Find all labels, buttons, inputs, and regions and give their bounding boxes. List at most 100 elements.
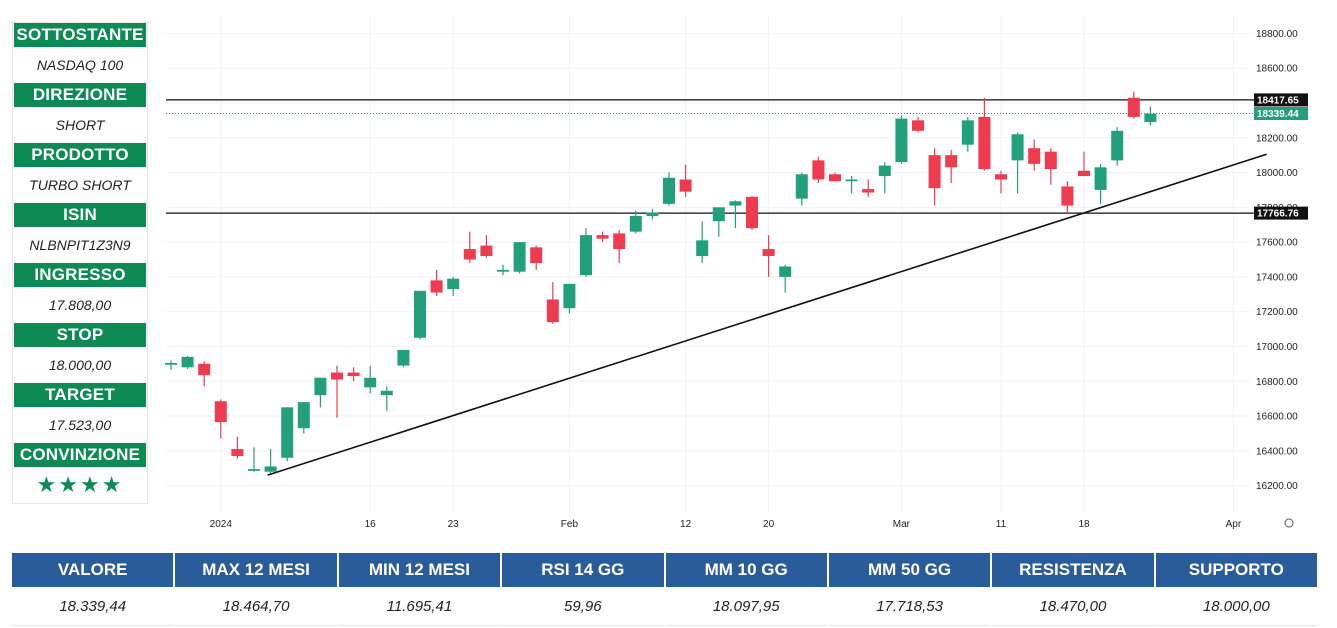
x-tick-label: Mar <box>893 519 911 530</box>
candle-body <box>712 207 725 222</box>
card-label: TARGET <box>14 383 146 407</box>
y-tick-label: 16600.00 <box>1256 412 1298 423</box>
y-tick-label: 18600.00 <box>1256 64 1298 75</box>
stats-value-cell: 18.097,95 <box>665 587 827 626</box>
candle-body <box>878 165 891 177</box>
candle-body <box>414 290 426 338</box>
candle-body <box>1127 97 1140 117</box>
y-tick-label: 17400.00 <box>1256 272 1298 283</box>
candle-body <box>1061 186 1074 206</box>
y-tick-label: 18000.00 <box>1256 168 1298 179</box>
x-tick-label: 2024 <box>210 519 233 530</box>
stats-value-cell: 59,96 <box>502 587 664 626</box>
candle-body <box>646 212 659 217</box>
candle-body <box>663 177 675 204</box>
candle-body <box>679 179 692 192</box>
x-tick-label: 20 <box>763 519 775 530</box>
support-label: 17766.76 <box>1257 209 1299 220</box>
candle-body <box>231 449 244 457</box>
card-label: PRODOTTO <box>14 143 146 167</box>
candle-body <box>945 155 958 168</box>
candle-body <box>1028 148 1041 164</box>
stats-value-row: 18.339,44 18.464,70 11.695,41 59,96 18.097,9… <box>12 587 1317 626</box>
candle-body <box>746 196 758 229</box>
card-value: 17.523,00 <box>48 417 112 433</box>
candle-body <box>978 116 991 170</box>
card-label: SOTTOSTANTE <box>14 23 146 47</box>
y-tick-label: 16800.00 <box>1256 377 1298 388</box>
candle-body <box>264 466 277 472</box>
stats-header-cell: MM 50 GG <box>828 553 991 587</box>
candle-body <box>331 372 343 380</box>
candle-body <box>480 245 493 257</box>
card-label: ISIN <box>14 203 146 227</box>
card-label: DIREZIONE <box>14 83 146 107</box>
stats-header-cell: MAX 12 MESI <box>175 553 337 587</box>
candle-body <box>696 240 709 257</box>
card-value: NASDAQ 100 <box>36 57 124 73</box>
candle-body <box>762 249 775 257</box>
x-tick-label: 12 <box>680 519 692 530</box>
card-label: STOP <box>14 323 146 347</box>
stats-value-cell: 11.695,41 <box>338 587 501 626</box>
candle-body <box>995 174 1007 180</box>
stats-value-cell: 18.470,00 <box>992 587 1154 626</box>
last-price-label: 18339.44 <box>1257 109 1299 120</box>
candle-body <box>181 356 194 368</box>
y-tick-label: 17200.00 <box>1256 307 1298 318</box>
stats-value-cell: 18.339,44 <box>12 587 174 626</box>
x-tick-label: Apr <box>1226 519 1242 530</box>
candlestick-chart: 16200.00 16400.00 16600.00 16800.00 17000.00… <box>160 16 1310 536</box>
y-tick-label: 16200.00 <box>1256 481 1298 492</box>
candle-body <box>347 372 360 377</box>
y-tick-label: 18200.00 <box>1256 133 1298 144</box>
y-tick-label: 18800.00 <box>1256 29 1298 40</box>
candle-body <box>779 266 792 277</box>
stats-table: VALORE MAX 12 MESI MIN 12 MESI RSI 14 GG MM … <box>12 553 1317 626</box>
candle-body <box>364 377 377 388</box>
candle-body <box>1011 134 1024 161</box>
stats-header-cell: RSI 14 GG <box>502 553 664 587</box>
x-tick-label: Feb <box>561 519 579 530</box>
candle-body <box>397 349 410 366</box>
candle-body <box>912 120 924 131</box>
x-tick-label: 16 <box>365 519 377 530</box>
candle-body <box>463 249 476 260</box>
candle-body <box>812 160 825 180</box>
y-tick-label: 17600.00 <box>1256 238 1298 249</box>
candle-body <box>961 120 974 145</box>
candle-body <box>1044 151 1057 170</box>
candle-body <box>165 362 177 365</box>
y-tick-label: 16400.00 <box>1256 446 1298 457</box>
stats-header-cell: MM 10 GG <box>665 553 827 587</box>
stats-value-cell: 18.464,70 <box>175 587 337 626</box>
candle-body <box>281 407 294 458</box>
resistance-label: 18417.65 <box>1257 95 1299 106</box>
candle-body <box>198 363 211 376</box>
card-label: INGRESSO <box>14 263 146 287</box>
candle-body <box>314 377 327 396</box>
candle-body <box>546 299 559 323</box>
card-value: TURBO SHORT <box>29 177 131 193</box>
candle-body <box>1094 167 1107 190</box>
last-price-label-bg <box>1254 106 1308 120</box>
candle-body <box>513 242 526 272</box>
resistance-label-bg <box>1254 93 1308 107</box>
x-tick-label: 23 <box>448 519 460 530</box>
candle-body <box>297 402 310 429</box>
candle-body <box>729 201 742 206</box>
y-tick-label: 17000.00 <box>1256 342 1298 353</box>
candle-body <box>1111 130 1124 161</box>
candle-body <box>596 235 609 239</box>
x-tick-label: 11 <box>996 519 1007 530</box>
candle-body <box>795 174 808 199</box>
trade-card: SOTTOSTANTE NASDAQ 100 DIREZIONE SHORT PRODO… <box>12 22 148 504</box>
candle-body <box>845 179 858 182</box>
card-value: 18.000,00 <box>48 357 112 373</box>
candle-body <box>214 401 227 423</box>
candle-body <box>530 247 543 263</box>
stats-value-cell: 17.718,53 <box>828 587 991 626</box>
candle-body <box>613 233 626 250</box>
candle-body <box>1144 113 1157 123</box>
x-tick-label: 18 <box>1078 519 1090 530</box>
